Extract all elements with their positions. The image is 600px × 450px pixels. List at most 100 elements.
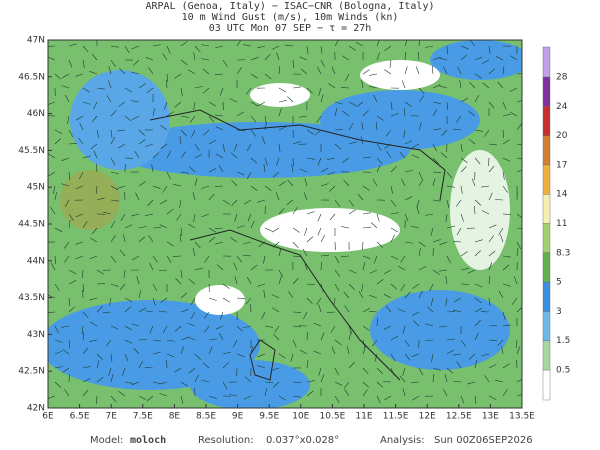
wind-barb bbox=[145, 366, 154, 369]
wind-barb bbox=[61, 325, 70, 328]
wind-barb bbox=[460, 157, 468, 163]
wind-barb bbox=[54, 138, 61, 145]
wind-barb bbox=[474, 360, 478, 369]
wind-barb bbox=[208, 236, 216, 243]
wind-barb bbox=[385, 305, 392, 313]
wind-barb bbox=[64, 389, 70, 397]
wind-barb bbox=[474, 332, 479, 341]
wind-barb bbox=[385, 129, 392, 137]
wind-barb bbox=[440, 152, 448, 159]
wind-barb bbox=[179, 234, 182, 243]
wind-barb bbox=[412, 395, 420, 401]
wind-barb bbox=[334, 381, 343, 386]
wind-barb bbox=[118, 101, 126, 107]
wind-barb bbox=[488, 45, 491, 54]
wind-barb bbox=[443, 388, 448, 397]
wind-barb bbox=[320, 183, 329, 187]
wind-barb bbox=[68, 306, 76, 313]
wind-barb bbox=[176, 213, 182, 221]
wind-barb bbox=[138, 339, 148, 341]
wind-barb bbox=[278, 181, 286, 187]
wind-barb bbox=[180, 87, 183, 96]
wind-barb bbox=[443, 66, 448, 75]
wind-barb bbox=[110, 235, 116, 243]
wind-barb bbox=[147, 199, 154, 207]
wind-barb bbox=[516, 378, 522, 383]
wind-barb bbox=[418, 248, 421, 257]
lat-label: 45N bbox=[27, 183, 45, 193]
wind-barb bbox=[278, 100, 287, 103]
wind-barb bbox=[287, 96, 294, 103]
wind-barb bbox=[194, 374, 199, 383]
wind-barb bbox=[418, 95, 425, 103]
wind-barb bbox=[348, 141, 357, 145]
wind-barb bbox=[411, 143, 420, 149]
wind-barb bbox=[292, 157, 294, 167]
wind-barb bbox=[119, 68, 126, 75]
wind-barb bbox=[61, 157, 70, 161]
wind-barb bbox=[413, 320, 420, 327]
wind-barb bbox=[138, 307, 147, 313]
wind-barb bbox=[432, 239, 441, 243]
wind-barb bbox=[75, 241, 84, 245]
wind-barb bbox=[516, 123, 522, 131]
wind-barb bbox=[250, 115, 257, 123]
wind-barb bbox=[250, 185, 258, 192]
wind-barb bbox=[187, 322, 196, 327]
wind-barb bbox=[263, 290, 266, 299]
wind-barb bbox=[342, 55, 350, 61]
wind-barb bbox=[329, 185, 336, 192]
wind-barb bbox=[453, 309, 462, 313]
wind-barb bbox=[222, 381, 228, 390]
wind-barb bbox=[446, 255, 451, 264]
wind-barb bbox=[192, 248, 196, 257]
wind-barb bbox=[306, 87, 314, 94]
wind-barb bbox=[89, 297, 98, 301]
wind-barb bbox=[264, 115, 267, 124]
wind-barb bbox=[314, 129, 322, 136]
wind-barb bbox=[166, 73, 169, 82]
wind-barb bbox=[162, 185, 168, 193]
wind-barb bbox=[50, 262, 56, 271]
wind-barb bbox=[264, 227, 273, 232]
lon-label: 12.5E bbox=[446, 412, 472, 422]
wind-barb bbox=[276, 52, 280, 61]
wind-barb bbox=[124, 45, 130, 54]
wind-barb bbox=[426, 306, 434, 313]
wind-barb bbox=[160, 125, 168, 131]
wind-barb bbox=[418, 367, 424, 376]
wind-barb bbox=[110, 374, 114, 383]
wind-barb bbox=[334, 143, 342, 150]
lat-label: 45.5N bbox=[18, 146, 45, 156]
wind-barb bbox=[502, 283, 511, 287]
wind-barb bbox=[135, 192, 140, 201]
wind-barb bbox=[96, 376, 104, 383]
wind-barb bbox=[304, 178, 308, 187]
wind-barb bbox=[68, 129, 74, 138]
wind-barb bbox=[236, 225, 245, 229]
wind-barb bbox=[344, 389, 350, 397]
wind-barb bbox=[215, 325, 224, 330]
title-line: ARPAL (Genoa, Italy) − ISAC−CNR (Bologna… bbox=[146, 1, 435, 12]
wind-barb bbox=[386, 151, 392, 159]
wind-barb bbox=[54, 381, 62, 388]
wind-barb bbox=[190, 311, 196, 320]
lon-label: 13.5E bbox=[509, 412, 535, 422]
wind-barb bbox=[502, 171, 505, 180]
wind-barb bbox=[460, 251, 468, 257]
wind-barb bbox=[108, 80, 112, 89]
wind-barb bbox=[257, 199, 266, 203]
wind-barb bbox=[159, 224, 168, 229]
wind-barb bbox=[317, 157, 322, 166]
wind-barb bbox=[429, 283, 434, 292]
wind-barb bbox=[236, 129, 245, 132]
wind-barb bbox=[250, 101, 259, 107]
wind-barb bbox=[236, 171, 245, 176]
wind-barb bbox=[389, 59, 392, 68]
wind-barb bbox=[76, 115, 84, 121]
wind-barb bbox=[369, 310, 378, 313]
wind-barb bbox=[330, 325, 336, 333]
wind-barb bbox=[384, 143, 392, 149]
wind-barb bbox=[373, 255, 378, 264]
